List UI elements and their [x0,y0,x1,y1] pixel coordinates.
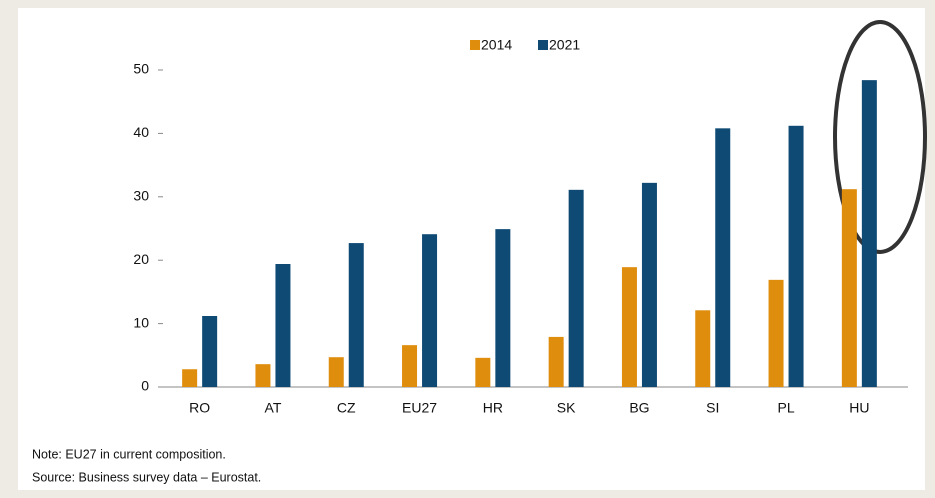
bar [275,264,291,387]
x-tick-label: PL [777,400,794,416]
bar [495,229,511,387]
bar [841,189,857,387]
x-tick-label: SK [557,400,576,416]
x-tick-label: HU [849,400,869,416]
bar [768,279,784,387]
bar [641,182,657,387]
bar [402,345,418,387]
x-tick-label: EU27 [402,400,437,416]
legend-label: 2014 [481,37,512,53]
highlight-ellipse [833,20,927,254]
x-tick-label: CZ [337,400,356,416]
x-tick-label: SI [706,400,719,416]
bar [861,80,877,388]
y-tick-label: 40 [133,124,149,140]
x-tick-label: BG [629,400,649,416]
y-tick-label: 20 [133,251,149,267]
bar [788,125,804,388]
bar [202,315,218,387]
bar [621,267,637,387]
bar [182,369,198,387]
y-tick-label: 50 [133,61,149,77]
bar [695,310,711,387]
bar [568,189,584,387]
x-tick-label: HR [483,400,503,416]
x-tick-label: RO [189,400,210,416]
legend-label: 2021 [549,37,580,53]
bar [255,364,271,387]
legend-swatch [538,40,548,50]
bar [422,234,438,387]
x-tick-label: AT [265,400,282,416]
bar [715,128,731,387]
chart-panel [18,8,925,490]
bar [348,243,364,387]
bar [548,336,564,387]
bar [328,357,344,387]
legend-swatch [470,40,480,50]
note: Note: EU27 in current composition. [32,447,226,461]
y-tick-label: 0 [141,378,149,394]
y-tick-label: 10 [133,314,149,330]
source: Source: Business survey data – Eurostat. [32,470,261,484]
bar [475,357,491,387]
y-tick-label: 30 [133,188,149,204]
